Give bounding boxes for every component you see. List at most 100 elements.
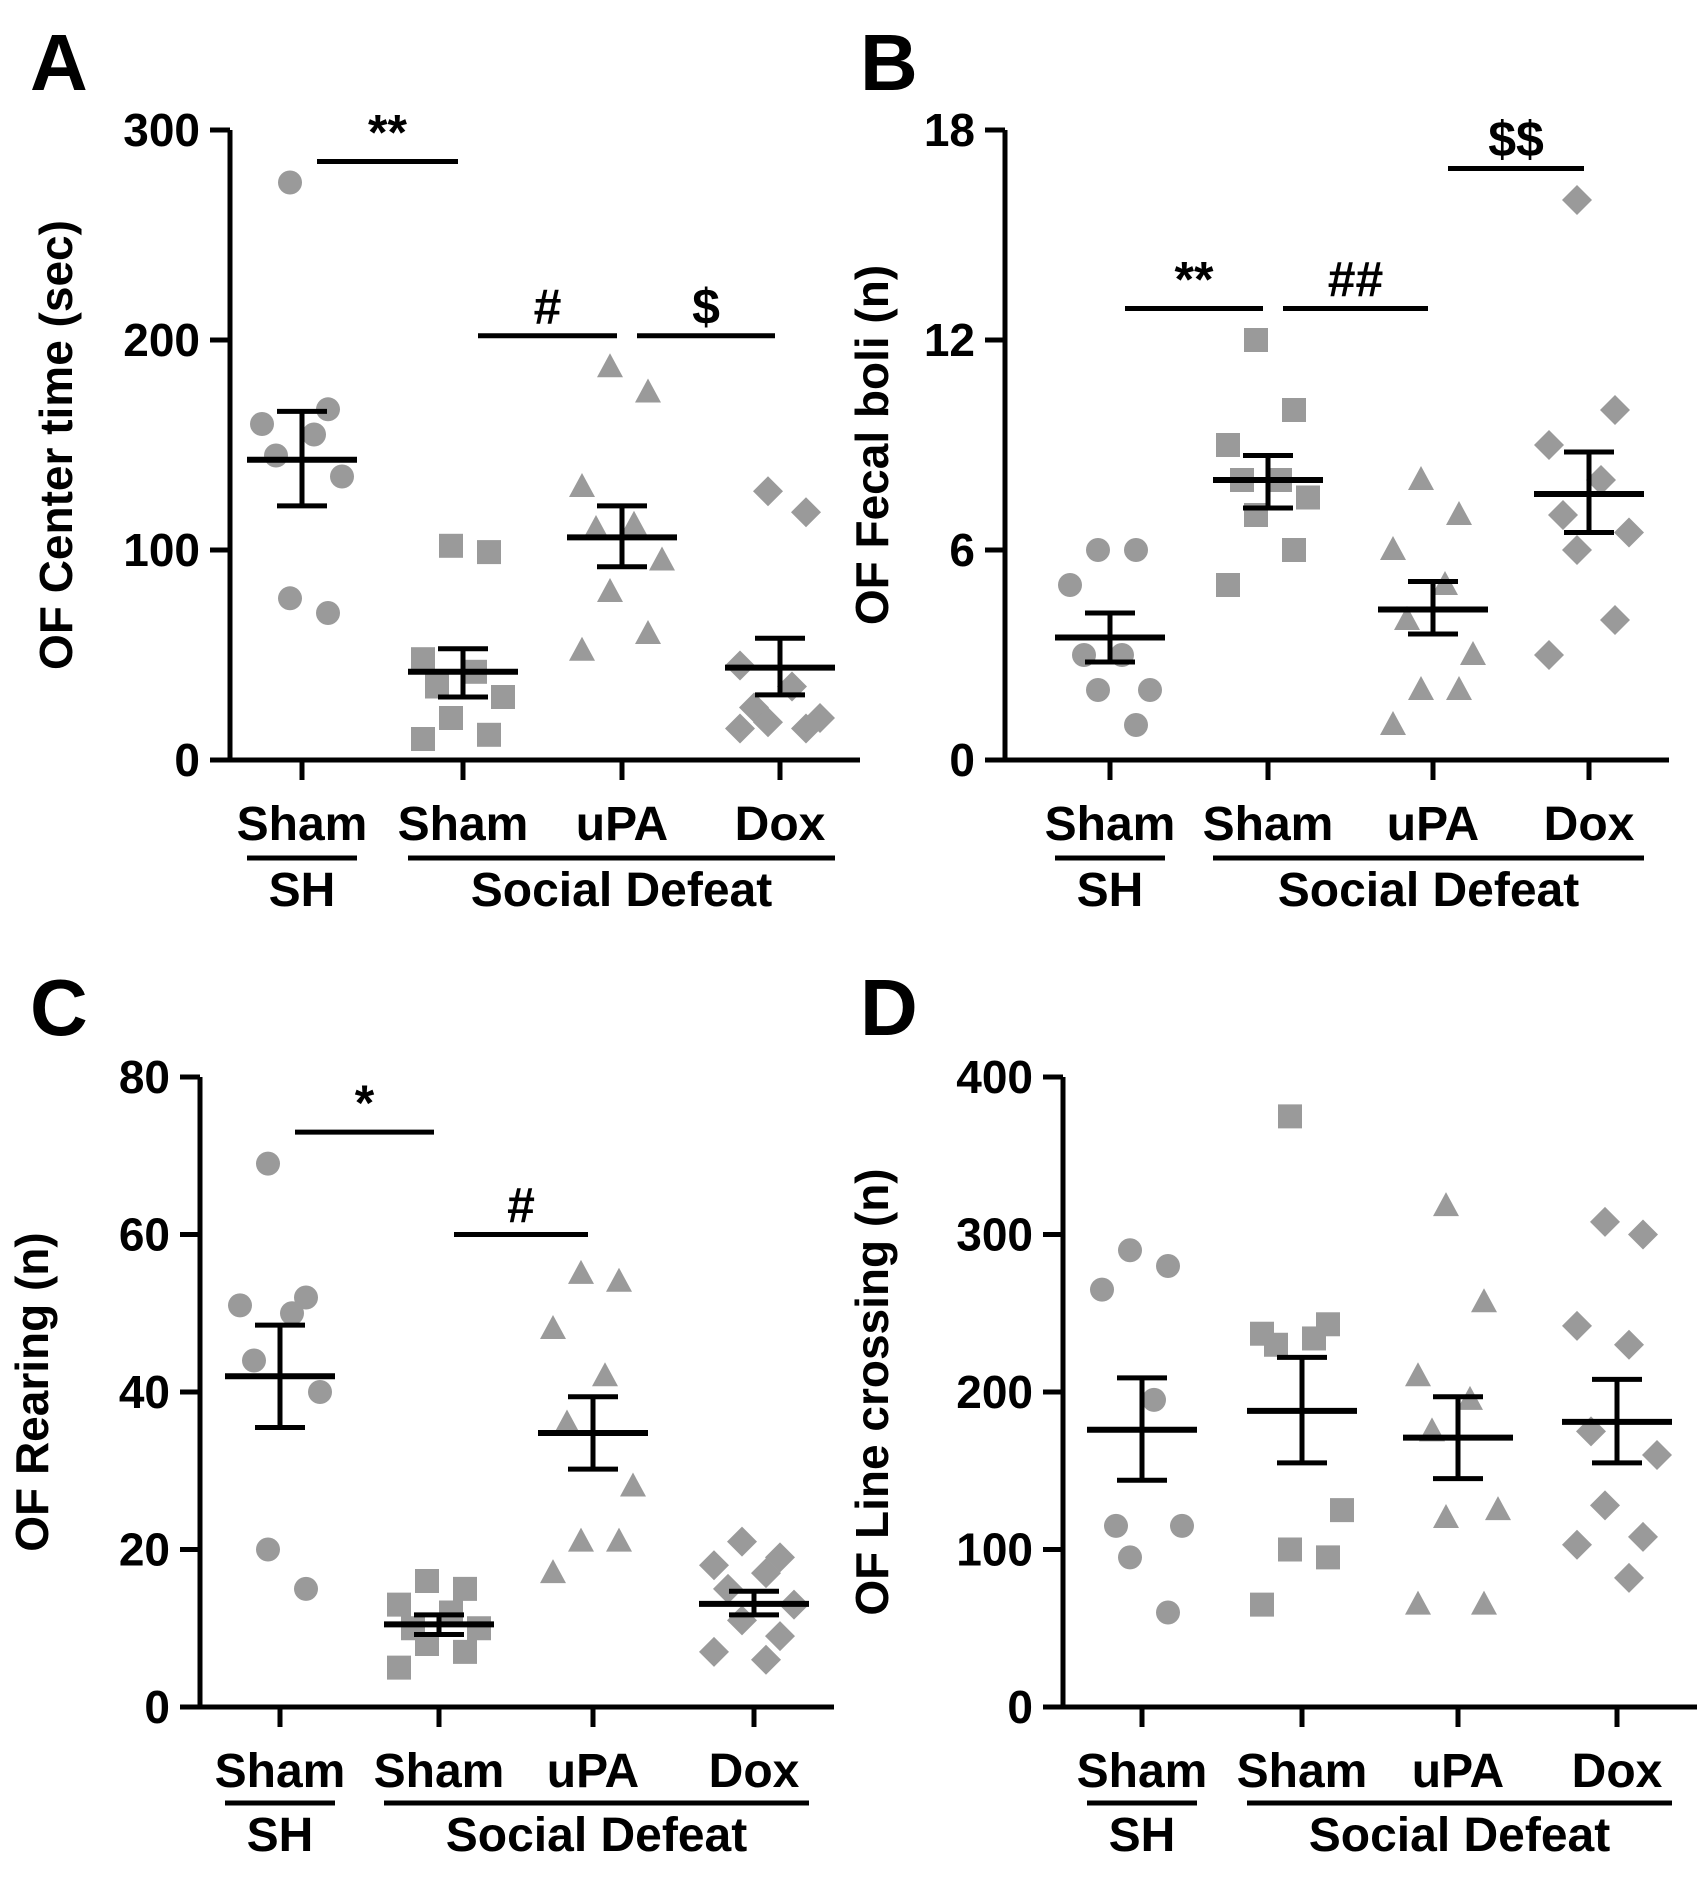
data-point [1394, 606, 1420, 630]
y-tick-label: 300 [123, 104, 200, 156]
group-label: Social Defeat [471, 864, 772, 917]
data-point [1433, 1504, 1459, 1528]
data-point [753, 707, 783, 738]
data-point [1405, 1362, 1431, 1387]
y-axis-label: OF Center time (sec) [30, 220, 82, 670]
y-tick-label: 80 [119, 1051, 170, 1103]
data-point [1124, 713, 1148, 737]
data-point [1405, 1590, 1431, 1615]
data-point [583, 515, 609, 539]
x-category-label: uPA [1387, 798, 1479, 851]
data-point [1124, 538, 1148, 562]
panel-letter: A [30, 18, 88, 107]
data-point [1586, 465, 1616, 495]
y-tick-label: 40 [119, 1366, 170, 1418]
data-point [1380, 536, 1406, 560]
data-point [620, 1472, 646, 1497]
data-point [330, 464, 354, 489]
x-category-label: Sham [1203, 798, 1334, 851]
y-tick-label: 6 [949, 524, 975, 576]
x-category-label: uPA [576, 798, 668, 851]
data-point [635, 620, 661, 644]
data-point [791, 497, 821, 528]
data-point [1433, 1192, 1459, 1217]
group-label: SH [269, 864, 336, 917]
significance-label: ** [368, 105, 407, 161]
y-tick-label: 0 [949, 734, 975, 786]
data-point [1330, 1498, 1354, 1523]
x-category-label: Dox [709, 1745, 800, 1798]
data-point [453, 1639, 477, 1664]
data-point [1600, 395, 1630, 425]
data-point [302, 422, 326, 447]
data-point [280, 1301, 304, 1326]
data-point [1244, 328, 1268, 352]
x-category-label: uPA [547, 1745, 639, 1798]
data-point [1408, 676, 1434, 700]
data-point [540, 1315, 566, 1339]
data-point [228, 1293, 252, 1318]
significance-label: $ [692, 279, 720, 335]
data-point [751, 1558, 781, 1589]
data-point [1156, 1600, 1180, 1625]
data-point [387, 1655, 411, 1680]
x-category-label: Sham [374, 1745, 505, 1798]
group-label: Social Defeat [1309, 1809, 1610, 1862]
x-category-label: Sham [1237, 1745, 1368, 1798]
data-point [1296, 485, 1320, 510]
data-point [1562, 1529, 1592, 1560]
data-point [1118, 1545, 1142, 1570]
data-point [415, 1569, 439, 1593]
y-axis-label: OF Fecal boli (n) [846, 265, 898, 625]
data-point [606, 1527, 632, 1552]
y-tick-label: 400 [956, 1051, 1033, 1103]
data-point [1562, 535, 1592, 565]
data-point [439, 706, 463, 730]
data-point [1264, 1332, 1288, 1357]
data-point [569, 636, 595, 661]
data-point [1282, 398, 1306, 422]
data-point [621, 510, 647, 535]
y-tick-label: 200 [956, 1366, 1033, 1418]
data-point [1548, 500, 1578, 530]
significance-label: ## [1328, 252, 1384, 308]
data-point [1086, 538, 1110, 562]
data-point [540, 1559, 566, 1584]
data-point [1118, 1238, 1142, 1263]
data-point [1138, 678, 1162, 702]
data-point [1278, 1537, 1302, 1562]
panel-letter: D [860, 963, 918, 1052]
data-point [1216, 433, 1240, 457]
data-point [453, 1576, 477, 1601]
panel-d: D 0 100 200 300 400 OF Line crossing (n) Sham Sh… [846, 963, 1697, 1862]
data-point [592, 1362, 618, 1387]
data-point [765, 1621, 795, 1652]
data-point [1446, 676, 1472, 700]
x-category-label: Sham [1045, 798, 1176, 851]
data-point [411, 727, 435, 751]
data-point [1614, 1329, 1644, 1360]
data-point [264, 443, 288, 468]
data-point [606, 1267, 632, 1292]
group-label: SH [247, 1809, 314, 1862]
data-point [791, 713, 821, 744]
significance-label: # [534, 279, 562, 335]
data-point [1471, 1590, 1497, 1615]
data-point [1614, 1562, 1644, 1593]
y-tick-label: 200 [123, 314, 200, 366]
data-point [1614, 517, 1644, 548]
data-point [294, 1285, 318, 1310]
data-point [1104, 1513, 1128, 1538]
panel-letter: B [860, 18, 918, 107]
x-category-label: Sham [237, 798, 368, 851]
y-axis-label: OF Line crossing (n) [846, 1168, 898, 1615]
data-point [1156, 1254, 1180, 1278]
group-label: Social Defeat [1278, 864, 1579, 917]
data-point [1600, 605, 1630, 635]
significance-label: ** [1175, 252, 1214, 308]
y-tick-label: 60 [119, 1209, 170, 1261]
data-point [1316, 1545, 1340, 1570]
y-tick-label: 20 [119, 1524, 170, 1576]
